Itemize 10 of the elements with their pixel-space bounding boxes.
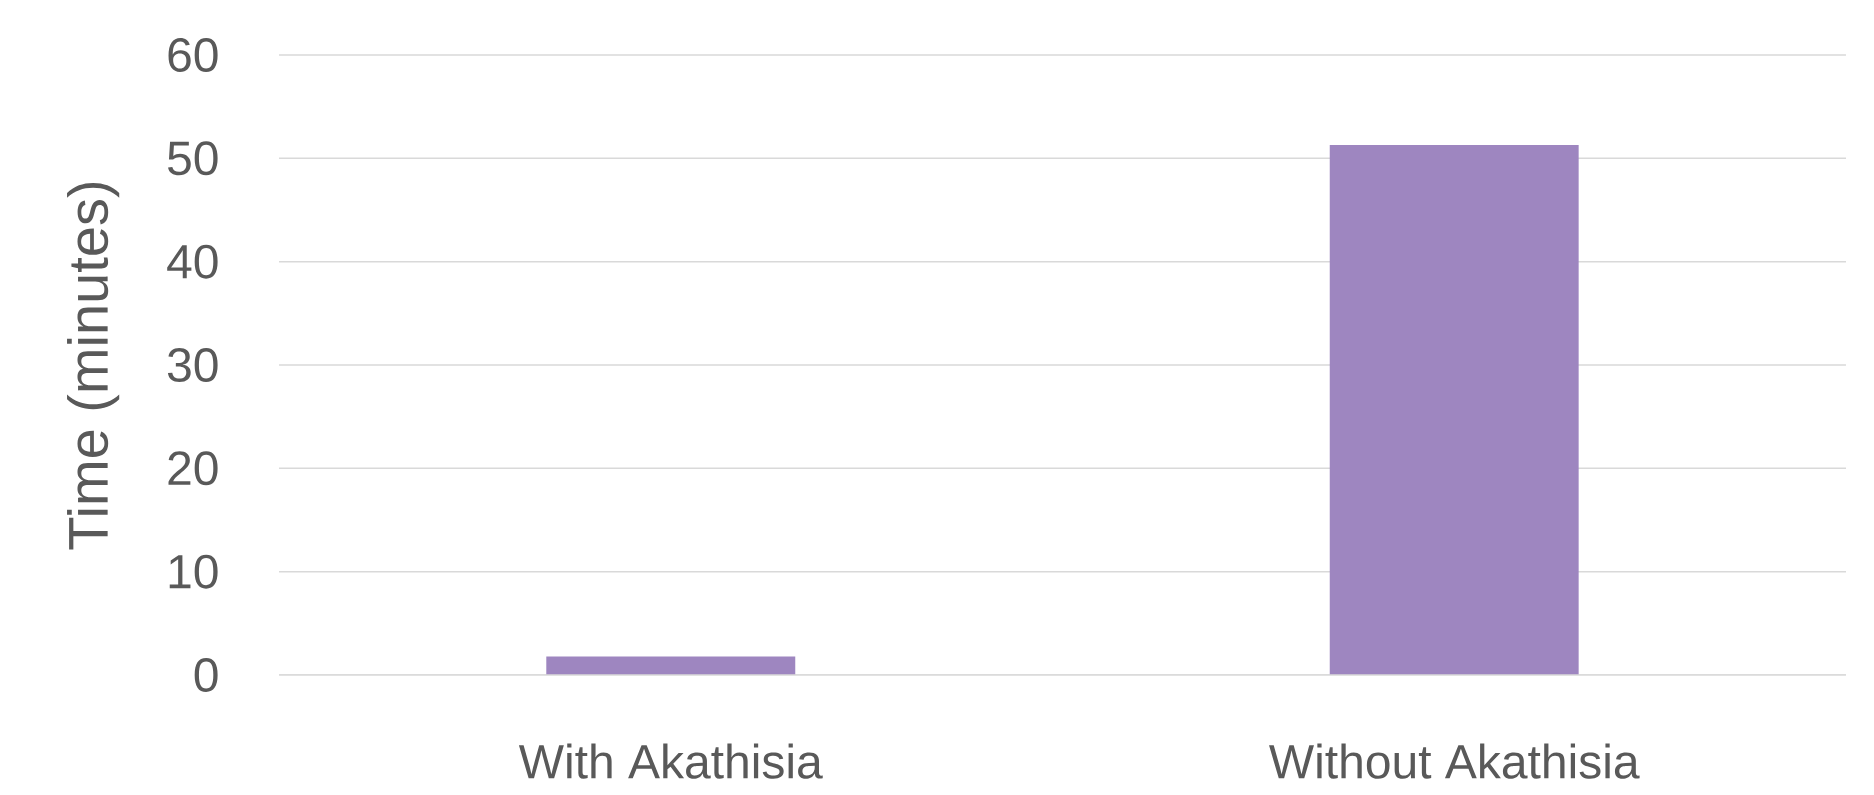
- y-tick-label: 20: [168, 451, 218, 486]
- x-tick-label: Without Akathisia: [1269, 743, 1640, 779]
- x-tick-label: With Akathisia: [518, 743, 823, 779]
- y-tick-label: 10: [169, 554, 218, 589]
- y-tick-label: 40: [167, 244, 218, 279]
- y-tick-label: 0: [194, 657, 218, 692]
- y-axis-title: Time (minutes): [67, 182, 120, 550]
- y-tick-label: 50: [168, 141, 218, 176]
- y-tick-label: 60: [168, 38, 218, 72]
- y-tick-label: 30: [167, 348, 218, 382]
